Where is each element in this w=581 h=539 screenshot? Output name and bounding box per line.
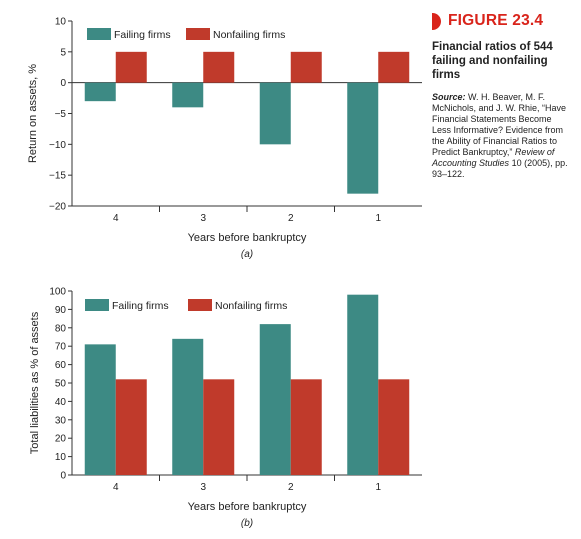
y-tick-label: 70: [55, 342, 67, 353]
legend-swatch-failing: [87, 28, 111, 40]
y-tick-label: 0: [60, 78, 66, 89]
y-tick-label: 60: [55, 360, 67, 371]
legend-swatch-nonfailing: [186, 28, 210, 40]
y-axis-title: Total liabilities as % of assets: [29, 311, 41, 454]
legend-swatch-failing: [85, 299, 109, 311]
y-tick-label: −15: [49, 171, 66, 182]
y-tick-label: −20: [49, 202, 66, 213]
legend-label-failing: Failing firms: [112, 300, 169, 312]
y-tick-label: 30: [55, 415, 67, 426]
x-axis-title: Years before bankruptcy: [188, 232, 307, 244]
y-tick-label: 100: [49, 287, 66, 298]
y-axis-title: Return on assets, %: [27, 64, 39, 163]
bar-nonfailing-firms: [290, 379, 322, 475]
legend-label-nonfailing: Nonfailing firms: [215, 300, 287, 312]
x-tick-label: 2: [288, 213, 294, 224]
bar-nonfailing-firms: [203, 379, 235, 475]
panel-label: (a): [241, 249, 253, 260]
y-tick-label: 80: [55, 323, 67, 334]
legend-swatch-nonfailing: [188, 299, 212, 311]
bar-nonfailing-firms: [115, 51, 147, 83]
x-tick-label: 3: [200, 482, 206, 493]
y-tick-label: 10: [55, 452, 67, 463]
panel-label: (b): [241, 518, 253, 529]
y-tick-label: 40: [55, 397, 67, 408]
y-tick-label: 20: [55, 434, 67, 445]
figure-caption: Financial ratios of 544 failing and nonf…: [432, 41, 553, 81]
y-tick-label: −10: [49, 140, 66, 151]
x-tick-label: 2: [288, 482, 294, 493]
figure-number: FIGURE 23.4: [448, 12, 544, 29]
x-tick-label: 1: [375, 213, 381, 224]
bar-failing-firms: [172, 82, 204, 108]
bar-failing-firms: [172, 338, 204, 475]
bar-failing-firms: [259, 324, 291, 475]
y-tick-label: −5: [55, 109, 67, 120]
figure-sidebar: FIGURE 23.4 Financial ratios of 544 fail…: [432, 12, 572, 180]
bar-failing-firms: [347, 82, 379, 194]
y-tick-label: 0: [60, 471, 66, 482]
bar-failing-firms: [84, 82, 116, 102]
y-tick-label: 90: [55, 305, 67, 316]
bar-nonfailing-firms: [115, 379, 147, 475]
x-tick-label: 4: [113, 213, 119, 224]
y-tick-label: 10: [55, 17, 67, 28]
bar-nonfailing-firms: [203, 51, 235, 83]
bar-failing-firms: [259, 82, 291, 145]
figure-header: FIGURE 23.4: [432, 12, 572, 30]
source-text: W. H. Beaver, M. F. McNichols, and J. W.…: [432, 92, 567, 157]
y-tick-label: 50: [55, 379, 67, 390]
source-label: Source:: [432, 92, 466, 102]
bar-failing-firms: [347, 294, 379, 475]
x-axis-title: Years before bankruptcy: [188, 501, 307, 513]
legend-label-failing: Failing firms: [114, 29, 171, 41]
figure-source: Source: W. H. Beaver, M. F. McNichols, a…: [432, 92, 572, 180]
source-journal: Review of Accounting Studies: [432, 147, 555, 168]
bar-nonfailing-firms: [378, 379, 410, 475]
x-tick-label: 4: [113, 482, 119, 493]
figure-marker-icon: [432, 12, 441, 30]
y-tick-label: 5: [60, 47, 66, 58]
source-tail: 10 (2005), pp. 93–122.: [432, 158, 568, 179]
legend-label-nonfailing: Nonfailing firms: [213, 29, 285, 41]
bar-nonfailing-firms: [378, 51, 410, 83]
bar-nonfailing-firms: [290, 51, 322, 83]
x-tick-label: 3: [200, 213, 206, 224]
bar-failing-firms: [84, 344, 116, 475]
x-tick-label: 1: [375, 482, 381, 493]
